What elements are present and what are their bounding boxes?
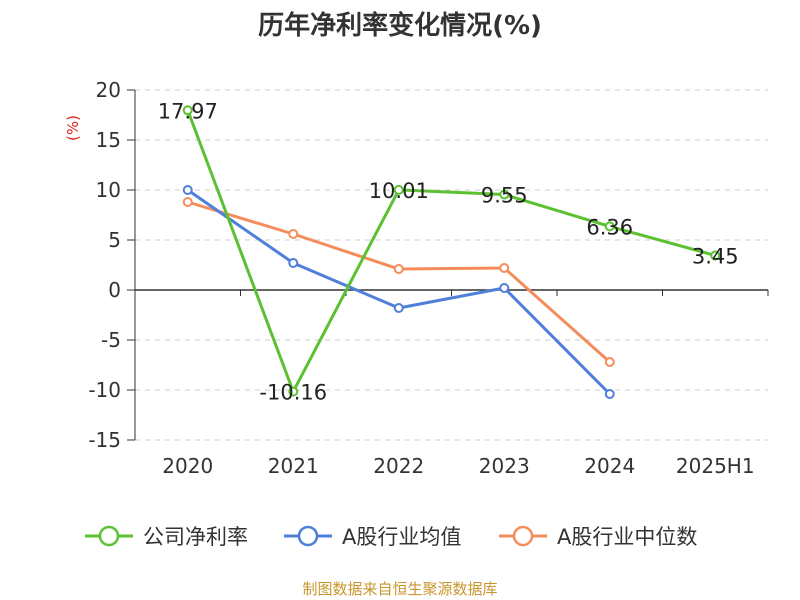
data-point xyxy=(288,229,299,239)
legend-label: A股行业均值 xyxy=(342,525,461,549)
data-point xyxy=(604,357,615,367)
legend-swatch-marker xyxy=(98,525,120,547)
data-point xyxy=(393,264,404,274)
legend: 公司净利率 A股行业均值 A股行业中位数 xyxy=(85,525,697,549)
x-tick-label: 2023 xyxy=(479,454,530,478)
data-point xyxy=(499,283,510,293)
y-axis-label: (%) xyxy=(64,115,82,141)
axes: 20 15 10 5 0 -5 -10 -15 2020 2021 2022 2023 2024 2025… xyxy=(88,78,769,478)
series-lines xyxy=(182,105,721,399)
y-tick-label: 10 xyxy=(96,178,121,202)
data-point xyxy=(499,263,510,273)
data-point xyxy=(710,250,721,261)
data-point xyxy=(182,197,193,207)
y-tick-label: -10 xyxy=(88,378,121,402)
x-tick-label: 2020 xyxy=(162,454,213,478)
x-tick-label: 2024 xyxy=(584,454,635,478)
chart-title: 历年净利率变化情况(%) xyxy=(258,10,542,41)
data-label: 3.45 xyxy=(692,245,739,269)
data-label: 9.55 xyxy=(481,184,528,208)
data-label: 17.97 xyxy=(158,99,218,123)
source-note: 制图数据来自恒生聚源数据库 xyxy=(302,580,497,598)
data-point xyxy=(182,105,193,116)
x-tick-label: 2022 xyxy=(373,454,424,478)
data-label: -10.16 xyxy=(259,381,327,405)
data-label: 6.36 xyxy=(586,215,633,239)
y-tick-label: 0 xyxy=(108,278,121,302)
y-tick-label: 5 xyxy=(108,228,121,252)
data-point xyxy=(288,258,299,268)
data-point xyxy=(393,303,404,313)
data-point xyxy=(499,189,510,200)
x-tick-label: 2021 xyxy=(268,454,319,478)
legend-label: 公司净利率 xyxy=(143,525,248,549)
data-point xyxy=(182,185,193,195)
data-label: 10.01 xyxy=(369,179,429,203)
data-point xyxy=(393,184,404,195)
legend-swatch-marker xyxy=(512,525,534,547)
y-tick-label: 20 xyxy=(96,78,121,102)
y-tick-label: -5 xyxy=(101,328,121,352)
series-line xyxy=(186,109,716,394)
data-labels: 17.97 -10.16 10.01 9.55 6.36 3.45 xyxy=(158,99,739,404)
x-tick-label: 2025H1 xyxy=(676,454,755,478)
data-point xyxy=(288,386,299,397)
data-point xyxy=(604,221,615,232)
legend-label: A股行业中位数 xyxy=(557,525,697,549)
data-point xyxy=(604,389,615,399)
legend-swatch-marker xyxy=(297,525,319,547)
grid-lines xyxy=(135,89,768,441)
y-tick-label: -15 xyxy=(88,428,121,452)
y-tick-label: 15 xyxy=(96,128,121,152)
